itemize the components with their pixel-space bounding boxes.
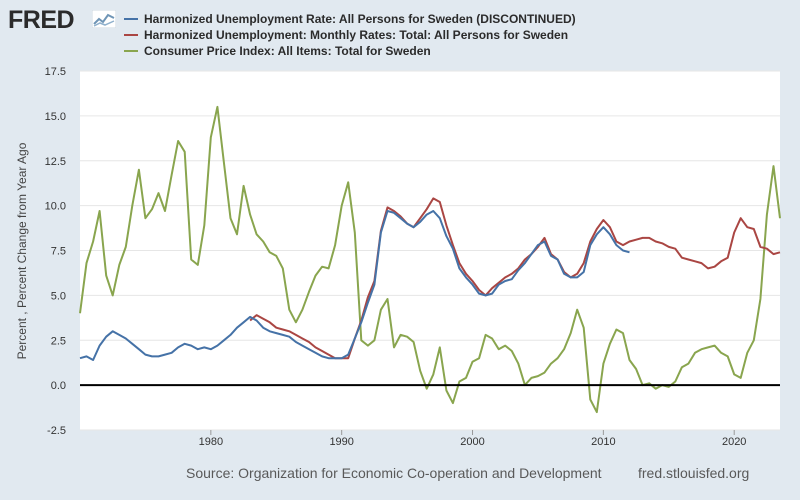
source-note: Source: Organization for Economic Co-ope… — [186, 465, 602, 481]
legend-swatch-red — [124, 33, 138, 36]
legend-label-green: Consumer Price Index: All Items: Total f… — [144, 44, 431, 58]
x-tick-label: 2020 — [722, 436, 746, 448]
series-line-blue[interactable] — [79, 210, 630, 361]
legend-swatch-blue — [124, 17, 138, 20]
legend-label-blue: Harmonized Unemployment Rate: All Person… — [144, 12, 576, 26]
fred-chart-icon — [92, 10, 116, 28]
y-tick-label: 17.5 — [45, 66, 66, 78]
y-tick-label: 5.0 — [51, 290, 66, 302]
legend-label-red: Harmonized Unemployment: Monthly Rates: … — [144, 28, 569, 42]
legend-item-red[interactable]: Harmonized Unemployment: Monthly Rates: … — [124, 27, 576, 43]
legend: Harmonized Unemployment Rate: All Person… — [124, 11, 576, 59]
x-tick-label: 2010 — [591, 436, 615, 448]
y-tick-label: 12.5 — [45, 156, 66, 168]
fred-url[interactable]: fred.stlouisfed.org — [638, 465, 750, 481]
y-tick-label: 2.5 — [51, 335, 66, 347]
legend-item-green[interactable]: Consumer Price Index: All Items: Total f… — [124, 43, 576, 59]
x-tick-label: 2000 — [460, 436, 484, 448]
y-tick-label: 10.0 — [45, 201, 66, 213]
y-tick-label: 7.5 — [51, 246, 66, 258]
legend-swatch-green — [124, 49, 138, 52]
axes: -2.5 0.0 2.5 5.0 7.5 10.0 12.5 15.0 17.5 1980 1990… — [45, 66, 780, 448]
x-tick-label: 1990 — [329, 436, 353, 448]
y-tick-label: 15.0 — [45, 111, 66, 123]
x-tick-label: 1980 — [199, 436, 223, 448]
y-tick-label: 0.0 — [51, 380, 66, 392]
y-tick-label: -2.5 — [47, 425, 66, 437]
legend-item-blue[interactable]: Harmonized Unemployment Rate: All Person… — [124, 11, 576, 27]
fred-logo[interactable]: FRED — [8, 6, 75, 34]
